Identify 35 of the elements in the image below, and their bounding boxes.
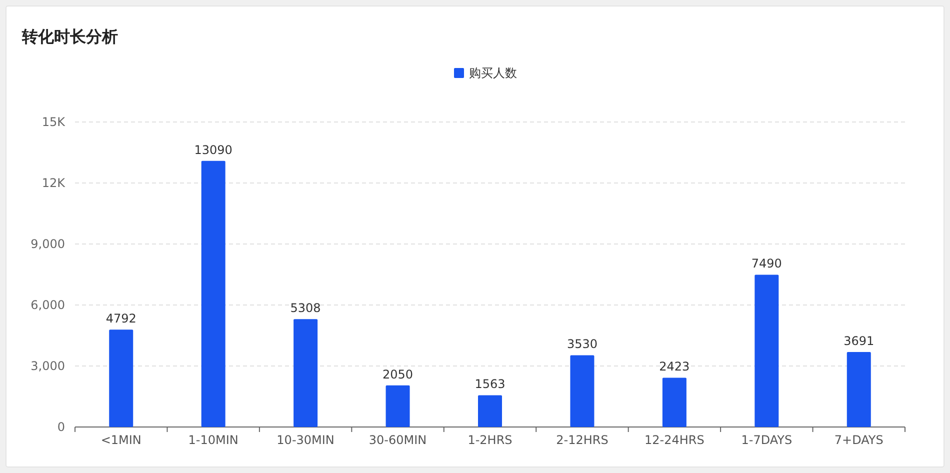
data-label: 3691 xyxy=(844,334,874,348)
x-tick-label: 1-10MIN xyxy=(188,433,238,447)
bar xyxy=(386,385,410,427)
x-tick-label: 2-12HRS xyxy=(556,433,608,447)
bar xyxy=(754,274,779,427)
bar xyxy=(109,330,134,427)
x-tick-label: 1-7DAYS xyxy=(741,433,792,447)
data-label: 1563 xyxy=(474,377,506,392)
x-tick-label: 10-30MIN xyxy=(276,433,334,447)
data-label: 3530 xyxy=(566,337,598,352)
bar xyxy=(570,355,594,427)
x-tick-label: 7+DAYS xyxy=(834,433,884,447)
x-tick-label: 1-2HRS xyxy=(468,433,512,447)
y-tick-label: 12K xyxy=(42,176,66,190)
data-label: 2050 xyxy=(382,367,414,382)
data-label: 13090 xyxy=(194,142,232,157)
y-tick-label: 6,000 xyxy=(30,298,65,312)
y-tick-label: 0 xyxy=(57,420,65,434)
bar xyxy=(201,160,226,427)
data-label: 2423 xyxy=(659,360,690,374)
data-label: 5308 xyxy=(290,301,321,316)
bar xyxy=(662,378,686,427)
legend-label: 购买人数 xyxy=(469,66,517,80)
data-label: 4792 xyxy=(106,312,136,326)
x-tick-label: <1MIN xyxy=(100,433,142,447)
data-label: 7490 xyxy=(751,256,782,271)
bar xyxy=(478,395,502,427)
x-tick-label: 30-60MIN xyxy=(368,433,427,447)
bar xyxy=(846,352,871,427)
y-tick-label: 3,000 xyxy=(30,359,65,373)
y-tick-label: 9,000 xyxy=(30,237,65,251)
chart-title: 转化时长分析 xyxy=(21,27,118,46)
bar xyxy=(294,319,318,427)
x-tick-label: 12-24HRS xyxy=(644,433,704,447)
y-tick-label: 15K xyxy=(42,115,66,129)
